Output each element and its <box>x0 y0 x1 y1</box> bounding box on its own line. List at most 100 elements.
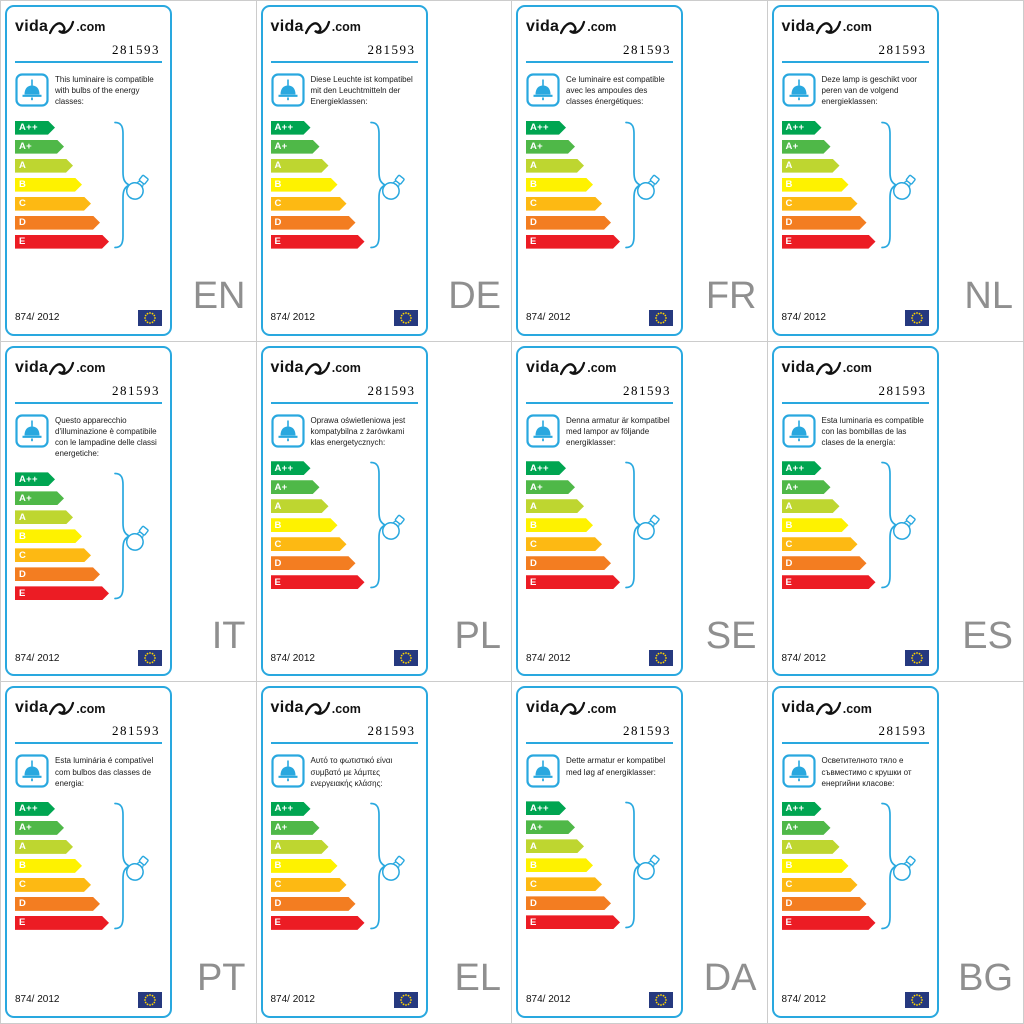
energy-class-letter: C <box>530 198 538 210</box>
energy-class-letter: B <box>530 519 538 531</box>
energy-class-letter: C <box>19 879 27 891</box>
energy-class-letter: D <box>19 217 27 229</box>
divider-line <box>781 401 929 404</box>
energy-class-arrow-c: C <box>271 197 347 211</box>
light-bulb-brace-icon <box>369 121 405 248</box>
logo-text-com: .com <box>842 360 872 375</box>
energy-class-letter: D <box>19 898 27 910</box>
divider-line <box>781 742 929 745</box>
brand-logo: vida .com <box>782 356 929 376</box>
compatibility-text: Deze lamp is geschikt voor peren van de … <box>821 75 918 107</box>
energy-class-scale: A++ A+ A B C D E <box>526 801 673 929</box>
energy-class-letter: A <box>530 160 538 172</box>
language-code: EN <box>192 274 246 317</box>
energy-label-card: vida .com 281593 Осветителното тяло е съ… <box>771 686 939 1018</box>
energy-class-arrow-b: B <box>15 859 82 873</box>
energy-class-letter: E <box>274 236 282 248</box>
energy-class-arrow-a++: A++ <box>526 461 566 475</box>
energy-class-arrow-a: A <box>526 839 584 853</box>
energy-class-arrow-a: A <box>15 159 73 173</box>
logo-xl-swoosh-icon <box>560 20 586 35</box>
pendant-lamp-icon <box>781 754 816 788</box>
energy-class-letter: B <box>274 519 282 531</box>
light-bulb-brace-icon <box>369 461 405 589</box>
brand-logo: vida .com <box>782 696 929 716</box>
energy-class-arrow-d: D <box>782 216 867 230</box>
energy-class-scale: A++ A+ A B C D E <box>782 461 929 589</box>
energy-class-arrow-b: B <box>526 178 593 192</box>
energy-class-arrow-e: E <box>15 586 109 600</box>
compatibility-text: Denna armatur är kompatibel med lampor a… <box>566 415 670 448</box>
energy-class-arrow-e: E <box>15 916 109 930</box>
energy-class-arrows: A++ A+ A B C D E <box>271 802 418 930</box>
energy-class-arrow-e: E <box>782 235 876 249</box>
energy-class-arrow-a++: A++ <box>526 801 566 815</box>
compatibility-text: Осветителното тяло е съвместимо с крушки… <box>821 756 912 788</box>
energy-class-arrow-e: E <box>271 235 365 249</box>
energy-class-letter: D <box>274 217 282 229</box>
energy-class-letter: A+ <box>785 141 799 153</box>
energy-class-arrow-e: E <box>782 916 876 930</box>
energy-class-arrow-b: B <box>271 859 338 873</box>
regulation-number: 874/ 2012 <box>526 312 571 324</box>
product-number: 281593 <box>367 42 416 57</box>
product-number: 281593 <box>112 382 160 398</box>
brand-logo: vida .com <box>271 15 418 35</box>
pendant-lamp-icon <box>270 73 305 107</box>
logo-text-com: .com <box>587 701 617 716</box>
regulation-number: 874/ 2012 <box>270 312 316 324</box>
compatibility-text: Esta luminária é compatível com bulbos d… <box>55 756 154 788</box>
energy-class-letter: E <box>19 917 26 929</box>
logo-text-vida: vida <box>781 358 815 376</box>
energy-class-letter: E <box>19 587 26 599</box>
label-cell: vida .com 281593 Oprawa oświetleniowa je… <box>256 341 512 683</box>
energy-class-arrow-b: B <box>271 178 338 192</box>
energy-class-letter: B <box>19 860 27 872</box>
pendant-lamp-icon <box>526 73 560 107</box>
energy-class-letter: B <box>530 859 538 871</box>
energy-label-card: vida .com 281593 Esta luminária é compat… <box>5 686 172 1018</box>
energy-class-arrow-a: A <box>15 510 73 524</box>
pendant-lamp-icon <box>270 414 305 448</box>
eu-flag-icon <box>393 991 418 1008</box>
energy-class-arrow-a++: A++ <box>782 802 822 816</box>
energy-class-letter: A <box>785 841 793 853</box>
energy-class-letter: A++ <box>19 803 38 815</box>
energy-class-arrow-d: D <box>271 216 356 230</box>
energy-class-arrows: A++ A+ A B C D E <box>271 461 418 589</box>
language-code: PL <box>454 615 501 658</box>
product-number: 281593 <box>623 723 671 739</box>
energy-class-letter: A <box>274 841 282 853</box>
energy-class-letter: A++ <box>785 462 805 474</box>
logo-xl-swoosh-icon <box>304 20 330 35</box>
energy-class-arrow-c: C <box>782 878 858 892</box>
logo-text-vida: vida <box>781 699 815 717</box>
energy-class-scale: A++ A+ A B C D E <box>15 472 162 600</box>
energy-class-letter: A+ <box>785 822 799 834</box>
energy-class-arrow-d: D <box>782 897 867 911</box>
language-code: EL <box>454 956 501 999</box>
regulation-number: 874/ 2012 <box>781 994 827 1006</box>
energy-class-arrow-b: B <box>782 518 849 532</box>
product-number: 281593 <box>623 42 671 57</box>
brand-logo: vida .com <box>271 356 418 376</box>
energy-class-letter: A++ <box>530 802 549 814</box>
energy-class-arrow-a+: A+ <box>271 821 320 835</box>
divider-line <box>15 401 162 404</box>
light-bulb-brace-icon <box>114 121 149 248</box>
logo-text-com: .com <box>842 701 872 716</box>
energy-class-arrow-d: D <box>782 556 867 570</box>
energy-class-letter: A <box>19 841 27 853</box>
compatibility-text: Αυτό το φωτιστικό είναι συμβατό με λάμπε… <box>310 756 393 788</box>
compatibility-text: Esta luminaria es compatible con las bom… <box>821 415 924 448</box>
eu-flag-icon <box>138 309 162 326</box>
logo-xl-swoosh-icon <box>560 702 586 716</box>
label-cell: vida .com 281593 Esta luminaria es compa… <box>767 341 1023 683</box>
energy-class-letter: D <box>530 557 538 569</box>
product-number: 281593 <box>112 42 160 57</box>
energy-class-letter: A++ <box>530 462 549 474</box>
divider-line <box>270 742 418 745</box>
logo-text-vida: vida <box>270 358 304 376</box>
pendant-lamp-icon <box>15 754 49 788</box>
energy-class-letter: E <box>19 236 26 248</box>
